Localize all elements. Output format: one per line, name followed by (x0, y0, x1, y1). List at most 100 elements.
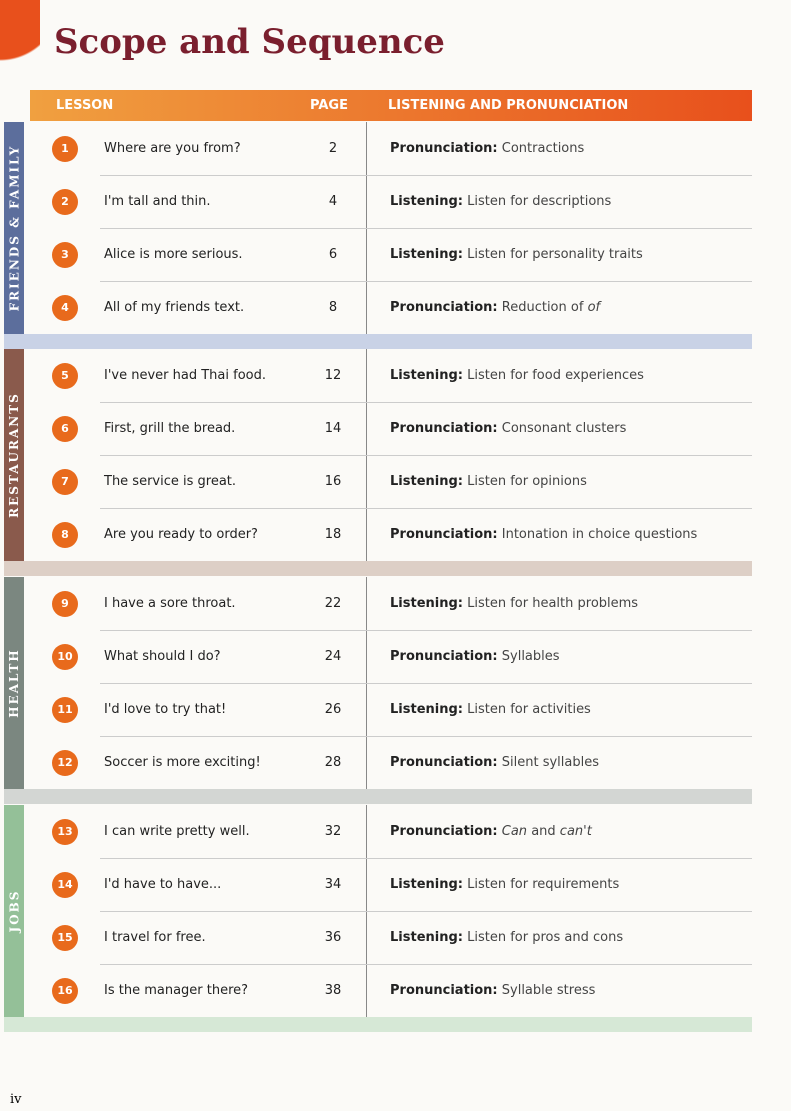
lesson-number: 13 (52, 819, 78, 845)
unit-name: RESTAURANTS (7, 392, 21, 518)
row-divider (100, 911, 752, 912)
lesson-title: First, grill the bread. (104, 421, 236, 436)
lesson-title: The service is great. (104, 474, 237, 489)
unit-name: HEALTH (7, 648, 21, 718)
lesson-title: Is the manager there? (104, 983, 249, 998)
skill-detail: Syllable stress (501, 983, 596, 998)
row-divider (100, 683, 752, 684)
lesson-number: 2 (52, 189, 78, 215)
skill-detail: Listen for requirements (467, 877, 620, 892)
page-number: 36 (324, 930, 342, 945)
lesson-title: Are you ready to order? (104, 527, 258, 542)
page-number: 34 (324, 877, 342, 892)
skill: Listening: Listen for descriptions (390, 194, 611, 209)
skill-label: Pronunciation: (390, 421, 498, 436)
skill-detail: Reduction of (501, 300, 588, 315)
skill-detail: Syllables (501, 649, 560, 664)
skill-label: Pronunciation: (390, 755, 498, 770)
skill: Listening: Listen for health problems (390, 596, 638, 611)
page-title: Scope and Sequence (54, 22, 445, 62)
skill: Pronunciation: Syllable stress (390, 983, 595, 998)
skill-label: Listening: (390, 596, 463, 611)
page-number: 16 (324, 474, 342, 489)
skill: Listening: Listen for food experiences (390, 368, 644, 383)
skill-detail: Listen for health problems (467, 596, 639, 611)
page-number: 18 (324, 527, 342, 542)
skill-label: Listening: (390, 877, 463, 892)
table-header: LESSON PAGE LISTENING AND PRONUNCIATION (30, 90, 752, 121)
lesson-title: I'm tall and thin. (104, 194, 211, 209)
skill: Pronunciation: Consonant clusters (390, 421, 626, 436)
lesson-title: I'd have to have... (104, 877, 222, 892)
unit-label: RESTAURANTS (4, 349, 24, 561)
skill-detail: Listen for food experiences (467, 368, 644, 383)
page-number: 4 (328, 194, 338, 209)
skill-label: Listening: (390, 247, 463, 262)
skill: Listening: Listen for activities (390, 702, 591, 717)
skill-label: Listening: (390, 194, 463, 209)
page-number: 28 (324, 755, 342, 770)
page-number: 12 (324, 368, 342, 383)
skill-label: Pronunciation: (390, 300, 498, 315)
skill-detail: Listen for activities (467, 702, 591, 717)
skill-detail: Listen for personality traits (467, 247, 643, 262)
lesson-number: 9 (52, 591, 78, 617)
skill: Pronunciation: Reduction of of (390, 300, 600, 315)
lesson-title: I can write pretty well. (104, 824, 250, 839)
row-divider (100, 736, 752, 737)
row-divider (100, 508, 752, 509)
skill: Pronunciation: Silent syllables (390, 755, 599, 770)
skill-label: Listening: (390, 702, 463, 717)
lesson-number: 16 (52, 978, 78, 1004)
unit-label: JOBS (4, 805, 24, 1017)
skill-detail: of (587, 300, 601, 315)
lesson-title: Alice is more serious. (104, 247, 243, 262)
corner-decoration (0, 0, 40, 90)
lesson-title: I've never had Thai food. (104, 368, 266, 383)
lesson-title: All of my friends text. (104, 300, 245, 315)
lesson-title: What should I do? (104, 649, 221, 664)
skill-label: Pronunciation: (390, 649, 498, 664)
unit-separator (4, 789, 752, 804)
lesson-number: 7 (52, 469, 78, 495)
column-header: LISTENING AND PRONUNCIATION (388, 98, 629, 113)
skill: Pronunciation: Contractions (390, 141, 584, 156)
row-divider (100, 858, 752, 859)
page-number: iv (10, 1092, 22, 1107)
skill-label: Pronunciation: (390, 824, 498, 839)
column-header: PAGE (310, 98, 348, 113)
unit-label: FRIENDS & FAMILY (4, 122, 24, 334)
row-divider (100, 630, 752, 631)
skill-detail: Silent syllables (501, 755, 599, 770)
skill-label: Pronunciation: (390, 983, 498, 998)
skill-detail: Contractions (501, 141, 585, 156)
skill: Pronunciation: Can and can't (390, 824, 592, 839)
unit-separator (4, 561, 752, 576)
skill-detail: can't (559, 824, 592, 839)
page-number: 26 (324, 702, 342, 717)
lesson-number: 3 (52, 242, 78, 268)
skill: Pronunciation: Intonation in choice ques… (390, 527, 697, 542)
lesson-title: Where are you from? (104, 141, 241, 156)
skill-label: Listening: (390, 368, 463, 383)
lesson-number: 11 (52, 697, 78, 723)
row-divider (100, 964, 752, 965)
row-divider (100, 455, 752, 456)
page-number: 6 (328, 247, 338, 262)
unit-separator (4, 1017, 752, 1032)
lesson-number: 4 (52, 295, 78, 321)
skill-label: Listening: (390, 930, 463, 945)
skill-detail: and (527, 824, 560, 839)
skill: Listening: Listen for opinions (390, 474, 587, 489)
page-number: 32 (324, 824, 342, 839)
unit-name: FRIENDS & FAMILY (7, 144, 21, 312)
skill: Pronunciation: Syllables (390, 649, 560, 664)
lesson-number: 1 (52, 136, 78, 162)
skill: Listening: Listen for pros and cons (390, 930, 623, 945)
skill: Listening: Listen for personality traits (390, 247, 643, 262)
unit-name: JOBS (7, 889, 22, 933)
lesson-title: I have a sore throat. (104, 596, 236, 611)
page-number: 2 (328, 141, 338, 156)
skill-detail: Intonation in choice questions (501, 527, 698, 542)
